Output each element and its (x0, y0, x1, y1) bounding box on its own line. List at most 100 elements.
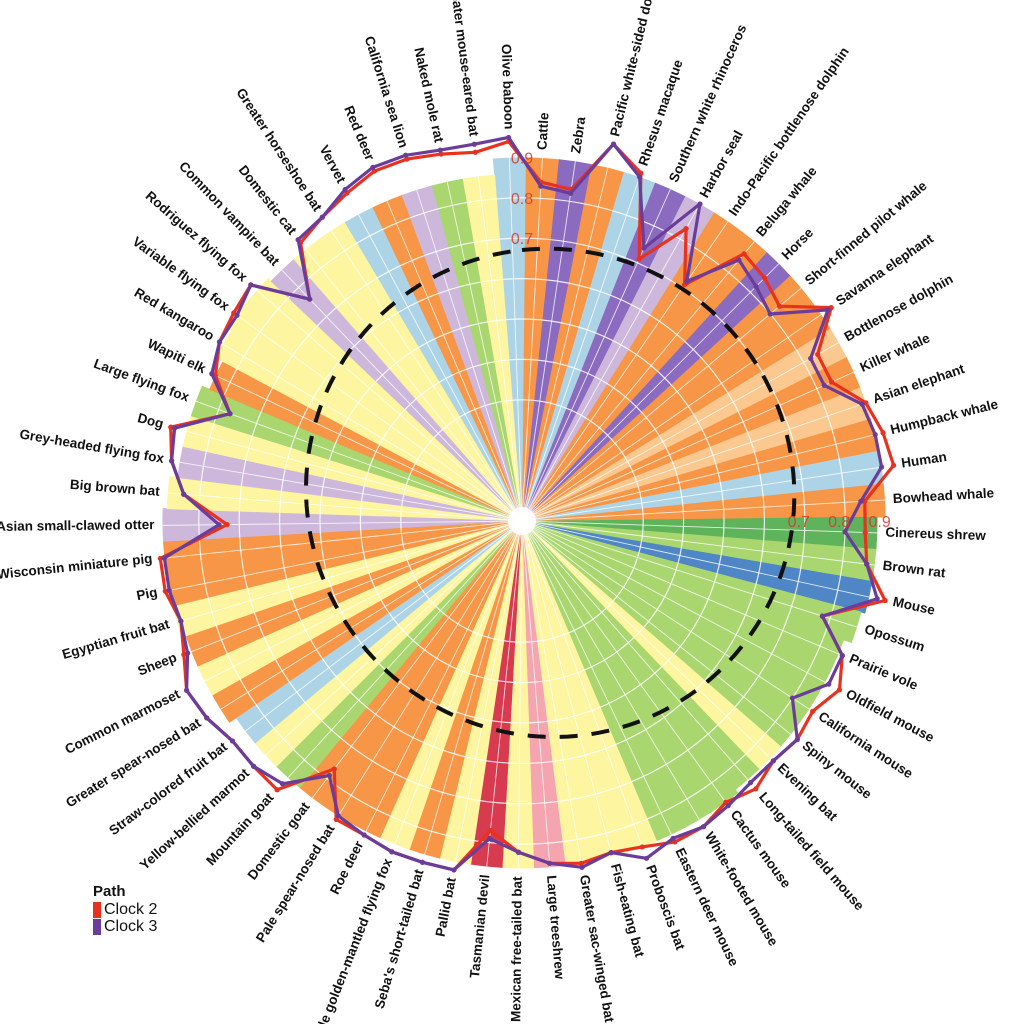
bar-wedge (522, 182, 687, 521)
species-label: Red deer (341, 103, 378, 163)
bar-wedge (522, 231, 768, 521)
bar-wedge (185, 521, 522, 667)
species-label: Yellow-bellied marmot (137, 765, 253, 873)
bar-wedge (522, 521, 873, 614)
species-label: Asian elephant (871, 361, 967, 407)
dashed-reference-curve (303, 246, 797, 740)
bar-wedge (246, 277, 523, 521)
svg-text:0.9: 0.9 (868, 514, 890, 531)
bar-wedge (324, 521, 522, 824)
species-label: Horse (779, 225, 817, 263)
bar-wedge (522, 521, 597, 866)
bar-wedge (522, 275, 813, 521)
bar-wedge (522, 521, 658, 853)
species-label: Roe deer (327, 838, 367, 897)
species-label: Killer whale (858, 330, 933, 375)
bar-wedge (522, 521, 801, 748)
species-label: Large treeshrew (544, 875, 567, 981)
species-label: Greater sac-winged bat (577, 874, 617, 1024)
species-label: Rodriguez flying fox (143, 188, 251, 285)
bar-wedge (522, 521, 739, 812)
bar-wedge (522, 521, 713, 828)
species-label: Cattle (534, 112, 551, 151)
bar-wedge (439, 521, 522, 865)
species-label: Humpback whale (889, 396, 1000, 437)
bar-wedge (522, 212, 743, 521)
bar-wedge (522, 357, 861, 521)
species-label: Human (900, 449, 947, 471)
bar-wedge (522, 521, 862, 644)
bar-wedge (209, 360, 522, 521)
bar-wedge (227, 301, 522, 521)
species-label: Vervet (316, 143, 349, 186)
species-label: Greater mouse-eared bat (447, 0, 482, 138)
species-label: Pig (135, 584, 159, 603)
bar-wedge (522, 521, 628, 861)
species-label: Pale spear-nosed bat (253, 821, 338, 945)
species-label: Harbor seal (697, 128, 746, 200)
species-label: Dog (136, 410, 165, 431)
center-glow (508, 507, 536, 535)
species-label: Zebra (568, 115, 588, 154)
bar-wedge (522, 521, 845, 670)
bar-wedge (293, 239, 522, 522)
legend: Path Clock 2 Clock 3 (93, 883, 157, 935)
bar-wedge (211, 521, 522, 723)
species-label: Greater spear-nosed bat (63, 715, 204, 811)
species-label: Bowhead whale (892, 485, 994, 506)
bar-wedge (182, 415, 523, 521)
species-label: Short-finned pilot whale (802, 178, 930, 288)
bar-wedge (275, 521, 522, 789)
legend-swatch-clock3 (93, 918, 101, 935)
bar-wedge (197, 521, 522, 696)
bar-wedge (401, 185, 522, 522)
svg-text:0.7: 0.7 (511, 231, 533, 248)
species-label: Naked mole rat (411, 46, 447, 144)
legend-title: Path (93, 883, 126, 900)
bar-wedge (215, 329, 522, 521)
bar-wedge (372, 194, 522, 521)
legend-item-clock2: Clock 2 (93, 901, 157, 918)
bar-wedge (299, 521, 522, 808)
bar-wedge (522, 521, 818, 723)
species-label: Tasmanian devil (467, 874, 492, 979)
species-label: Brown rat (882, 558, 947, 581)
bar-wedge (462, 174, 522, 521)
species-label: Cinereus shrew (885, 525, 986, 543)
species-label: Greater horseshoe bat (233, 85, 325, 214)
bar-wedge (344, 206, 522, 521)
species-label: Sheep (136, 650, 179, 679)
bar-wedge (172, 521, 522, 638)
legend-item-clock3: Clock 3 (93, 918, 157, 935)
species-label: Proboscis bat (643, 863, 688, 952)
bar-wedge (235, 521, 522, 744)
species-label: Mexican free-tailed bat (508, 876, 525, 1022)
bar-wedge (501, 521, 535, 869)
species-label: Straw-colored fruit bat (106, 739, 230, 838)
species-label: Southern white rhinoceros (666, 22, 749, 184)
species-label: Opossum (863, 621, 927, 654)
radial-grid (162, 157, 886, 869)
clock-lines (157, 134, 897, 873)
radial-tick-labels: 0.7 0.7 0.8 0.8 0.9 0.9 (511, 150, 891, 531)
bar-wedge (318, 221, 522, 521)
species-label: Wisconsin miniature pig (0, 551, 153, 582)
legend-label-clock2: Clock 2 (104, 900, 158, 918)
bar-wedge (492, 157, 527, 521)
species-label: California sea lion (362, 34, 412, 149)
species-label: Egyptian fruit bat (60, 616, 171, 662)
species-label: Grey-headed flying fox (18, 426, 165, 466)
bar-wedge (162, 508, 522, 542)
svg-text:0.8: 0.8 (511, 191, 533, 208)
bar-wedge (190, 385, 523, 521)
species-label: Fish-eating bat (608, 862, 648, 959)
bar-wedge (379, 521, 522, 850)
bar-wedge (166, 521, 523, 607)
species-label: Mouse (891, 594, 936, 618)
bar-wedge (408, 521, 522, 859)
species-label: Olive baboon (499, 44, 517, 130)
svg-text:0.8: 0.8 (828, 514, 850, 531)
bar-wedge (351, 521, 522, 839)
legend-swatch-clock2 (93, 901, 101, 918)
